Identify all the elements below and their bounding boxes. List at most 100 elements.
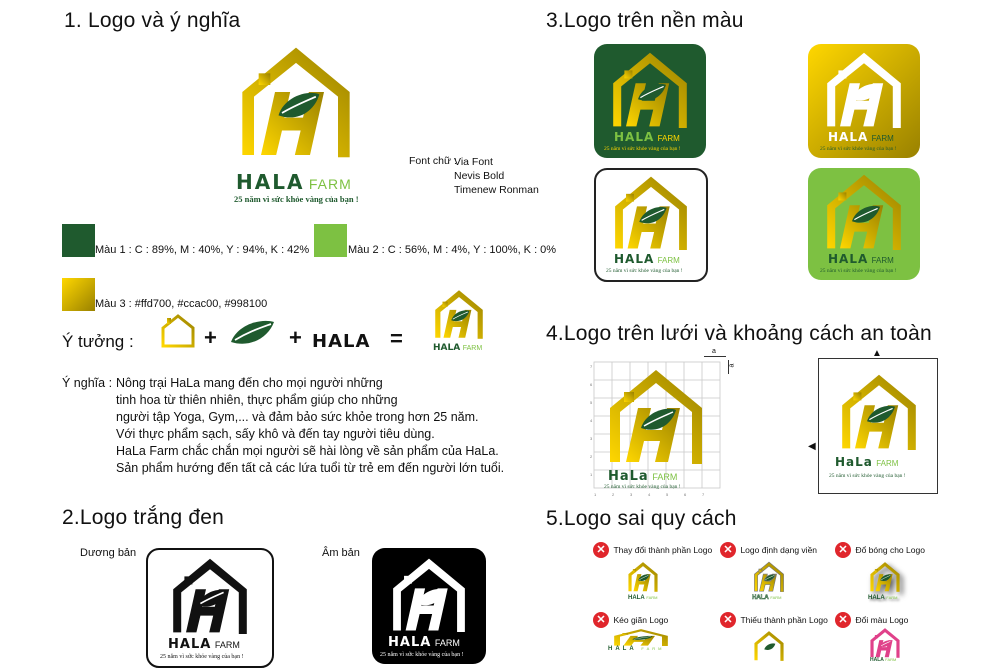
wrong-item-shadow: ✕ Đổ bóng cho Logo: [835, 540, 925, 558]
grid-tick: 4: [648, 492, 651, 497]
wrong-label: Thay đổi thành phần Logo: [613, 545, 713, 555]
grid-tick: 1: [594, 492, 597, 497]
meaning-line: HaLa Farm chắc chắn mọi người sẽ hài lòn…: [116, 444, 499, 458]
font-item: Nevis Bold: [454, 170, 505, 182]
wrong-logo-6: [866, 626, 904, 658]
grid-tick: 6: [684, 492, 687, 497]
meaning-line: tinh hoa từ thiên nhiên, thực phẩm giúp …: [116, 393, 398, 407]
swatch-color3: [62, 278, 95, 311]
logo-brand: HALA: [628, 595, 645, 601]
logo-brand: HALA: [433, 343, 461, 353]
close-icon: ✕: [593, 542, 609, 558]
logo-brand: HaLa: [608, 469, 649, 484]
wrong-item-missing: ✕ Thiếu thành phần Logo: [720, 610, 828, 628]
color3-info: Màu 3 : #ffd700, #ccac00, #998100: [95, 298, 268, 310]
logo-brand: HaLa: [835, 455, 873, 469]
wrong-item-change-parts: ✕ Thay đổi thành phần Logo: [593, 540, 712, 558]
grid-tick: 2: [590, 454, 593, 459]
logo-farm: FARM: [462, 345, 483, 352]
meaning-line: Nông trại HaLa mang đến cho mọi người nh…: [116, 376, 383, 390]
section4-title: 4.Logo trên lưới và khoảng cách an toàn: [546, 322, 932, 345]
logo-brand: HALA: [388, 635, 432, 650]
logo-tagline: 25 năm vì sức khỏe vàng của bạn !: [606, 268, 683, 274]
logo-on-white: HALA FARM 25 năm vì sức khỏe vàng của bạ…: [594, 168, 708, 282]
meaning-line: Với thực phẩm sạch, sấy khô và đến tay n…: [116, 427, 435, 441]
wrong-label: Đổ bóng cho Logo: [855, 545, 925, 555]
logo-farm: FARM: [876, 459, 899, 468]
logo-brand: HALA: [236, 170, 305, 194]
logo-farm: FARM: [308, 176, 352, 192]
color1-info: Màu 1 : C : 89%, M : 40%, Y : 94%, K : 4…: [95, 244, 310, 256]
wrong-logo-1-text: HALA FARM: [628, 595, 657, 601]
logo-brand: HALA: [828, 130, 869, 144]
meaning-line: Sản phẩm hướng đến tất cả các lứa tuổi t…: [116, 461, 505, 475]
grid-tick: 2: [612, 492, 615, 497]
logo-brand: HALA: [614, 252, 655, 266]
grid-tick: 1: [590, 472, 593, 477]
logo-farm: FARM: [214, 640, 240, 650]
logo-tagline: 25 năm vì sức khỏe vàng của bạn !: [604, 146, 681, 152]
close-icon: ✕: [835, 612, 851, 628]
dimension-line: [704, 356, 726, 357]
swatch-color1: [62, 224, 95, 257]
logo-brand: HALA: [828, 252, 869, 266]
equals-sign: =: [390, 326, 403, 351]
logo-brand: HALA: [752, 595, 769, 602]
logo-farm: FARM: [885, 657, 897, 662]
grid-dimension-b: a: [728, 363, 736, 368]
font-item: Via Font: [454, 156, 493, 168]
wrong-logo-6-text: HALA FARM: [870, 657, 896, 663]
grid-tick: 4: [590, 418, 593, 423]
grid-tick: 7: [590, 364, 593, 369]
logo-farm: FARM: [871, 256, 894, 265]
logo-negative: HALA FARM 25 năm vì sức khỏe vàng của bạ…: [372, 548, 486, 664]
close-icon: ✕: [720, 612, 736, 628]
hala-text: HALA: [312, 331, 371, 352]
negative-label: Âm bản: [322, 547, 360, 559]
section1-title: 1. Logo và ý nghĩa: [64, 9, 241, 32]
wrong-item-outline: ✕ Logo định dạng viền: [720, 540, 817, 558]
wrong-logo-2-text: HALA FARM: [752, 595, 782, 602]
grid-tick: 5: [590, 400, 593, 405]
grid-tick: 6: [590, 382, 593, 387]
meaning-line: người tập Yoga, Gym,... và đảm bảo sức k…: [116, 410, 479, 424]
swatch-color2: [314, 224, 347, 257]
logo-tagline: 25 năm vì sức khỏe vàng của bạn !: [829, 473, 906, 479]
grid-tick: 3: [630, 492, 633, 497]
logo-tagline: 25 năm vì sức khỏe vàng của bạn !: [160, 654, 244, 660]
wrong-label: Logo định dạng viền: [740, 545, 818, 555]
font-item: Timenew Ronman: [454, 184, 539, 196]
logo-brand: HALA: [614, 130, 655, 144]
plus-sign: +: [204, 325, 217, 350]
wrong-logo-1: [624, 558, 662, 594]
arrow-up-icon: ▲: [872, 348, 882, 359]
plus-sign: +: [289, 325, 302, 350]
logo-on-light-green: HALA FARM 25 năm vì sức khỏe vàng của bạ…: [808, 168, 920, 280]
grid-tick: 3: [590, 436, 593, 441]
logo-brand: HALA: [608, 646, 637, 652]
logo-brand: HALA: [870, 657, 884, 663]
wrong-logo-5: [750, 628, 788, 662]
logo-brand: HALA: [868, 595, 885, 601]
logo-tagline: 25 năm vì sức khỏe vàng của bạn !: [234, 194, 359, 204]
meaning-text: Nông trại HaLa mang đến cho mọi người nh…: [116, 375, 504, 477]
color2-info: Màu 2 : C : 56%, M : 4%, Y : 100%, K : 0…: [348, 244, 557, 256]
grid-x-ticks: 1 2 3 4 5 6 7: [594, 492, 709, 497]
idea-result-logo: [428, 283, 490, 343]
idea-label: Ý tưởng :: [62, 332, 134, 351]
section3-title: 3.Logo trên nền màu: [546, 9, 744, 32]
positive-label: Dương bản: [80, 547, 137, 559]
logo-farm: FARM: [657, 134, 680, 143]
wrong-logo-3: [866, 558, 904, 594]
section2-title: 2.Logo trắng đen: [62, 506, 225, 529]
logo-brand: HALA: [168, 637, 212, 652]
logo-tagline: 25 năm vì sức khỏe vàng của bạn !: [380, 652, 464, 658]
logo-farm: FARM: [871, 134, 894, 143]
wrong-label: Đổi màu Logo: [855, 615, 909, 625]
logo-tagline: 25 năm vì sức khỏe vàng của bạn !: [820, 146, 897, 152]
arrow-left-icon: ◀: [808, 441, 816, 452]
logo-farm: FARM: [646, 595, 658, 600]
section5-title: 5.Logo sai quy cách: [546, 507, 737, 530]
leaf-icon: [228, 318, 276, 348]
grid-dimension-a: a: [712, 348, 716, 355]
